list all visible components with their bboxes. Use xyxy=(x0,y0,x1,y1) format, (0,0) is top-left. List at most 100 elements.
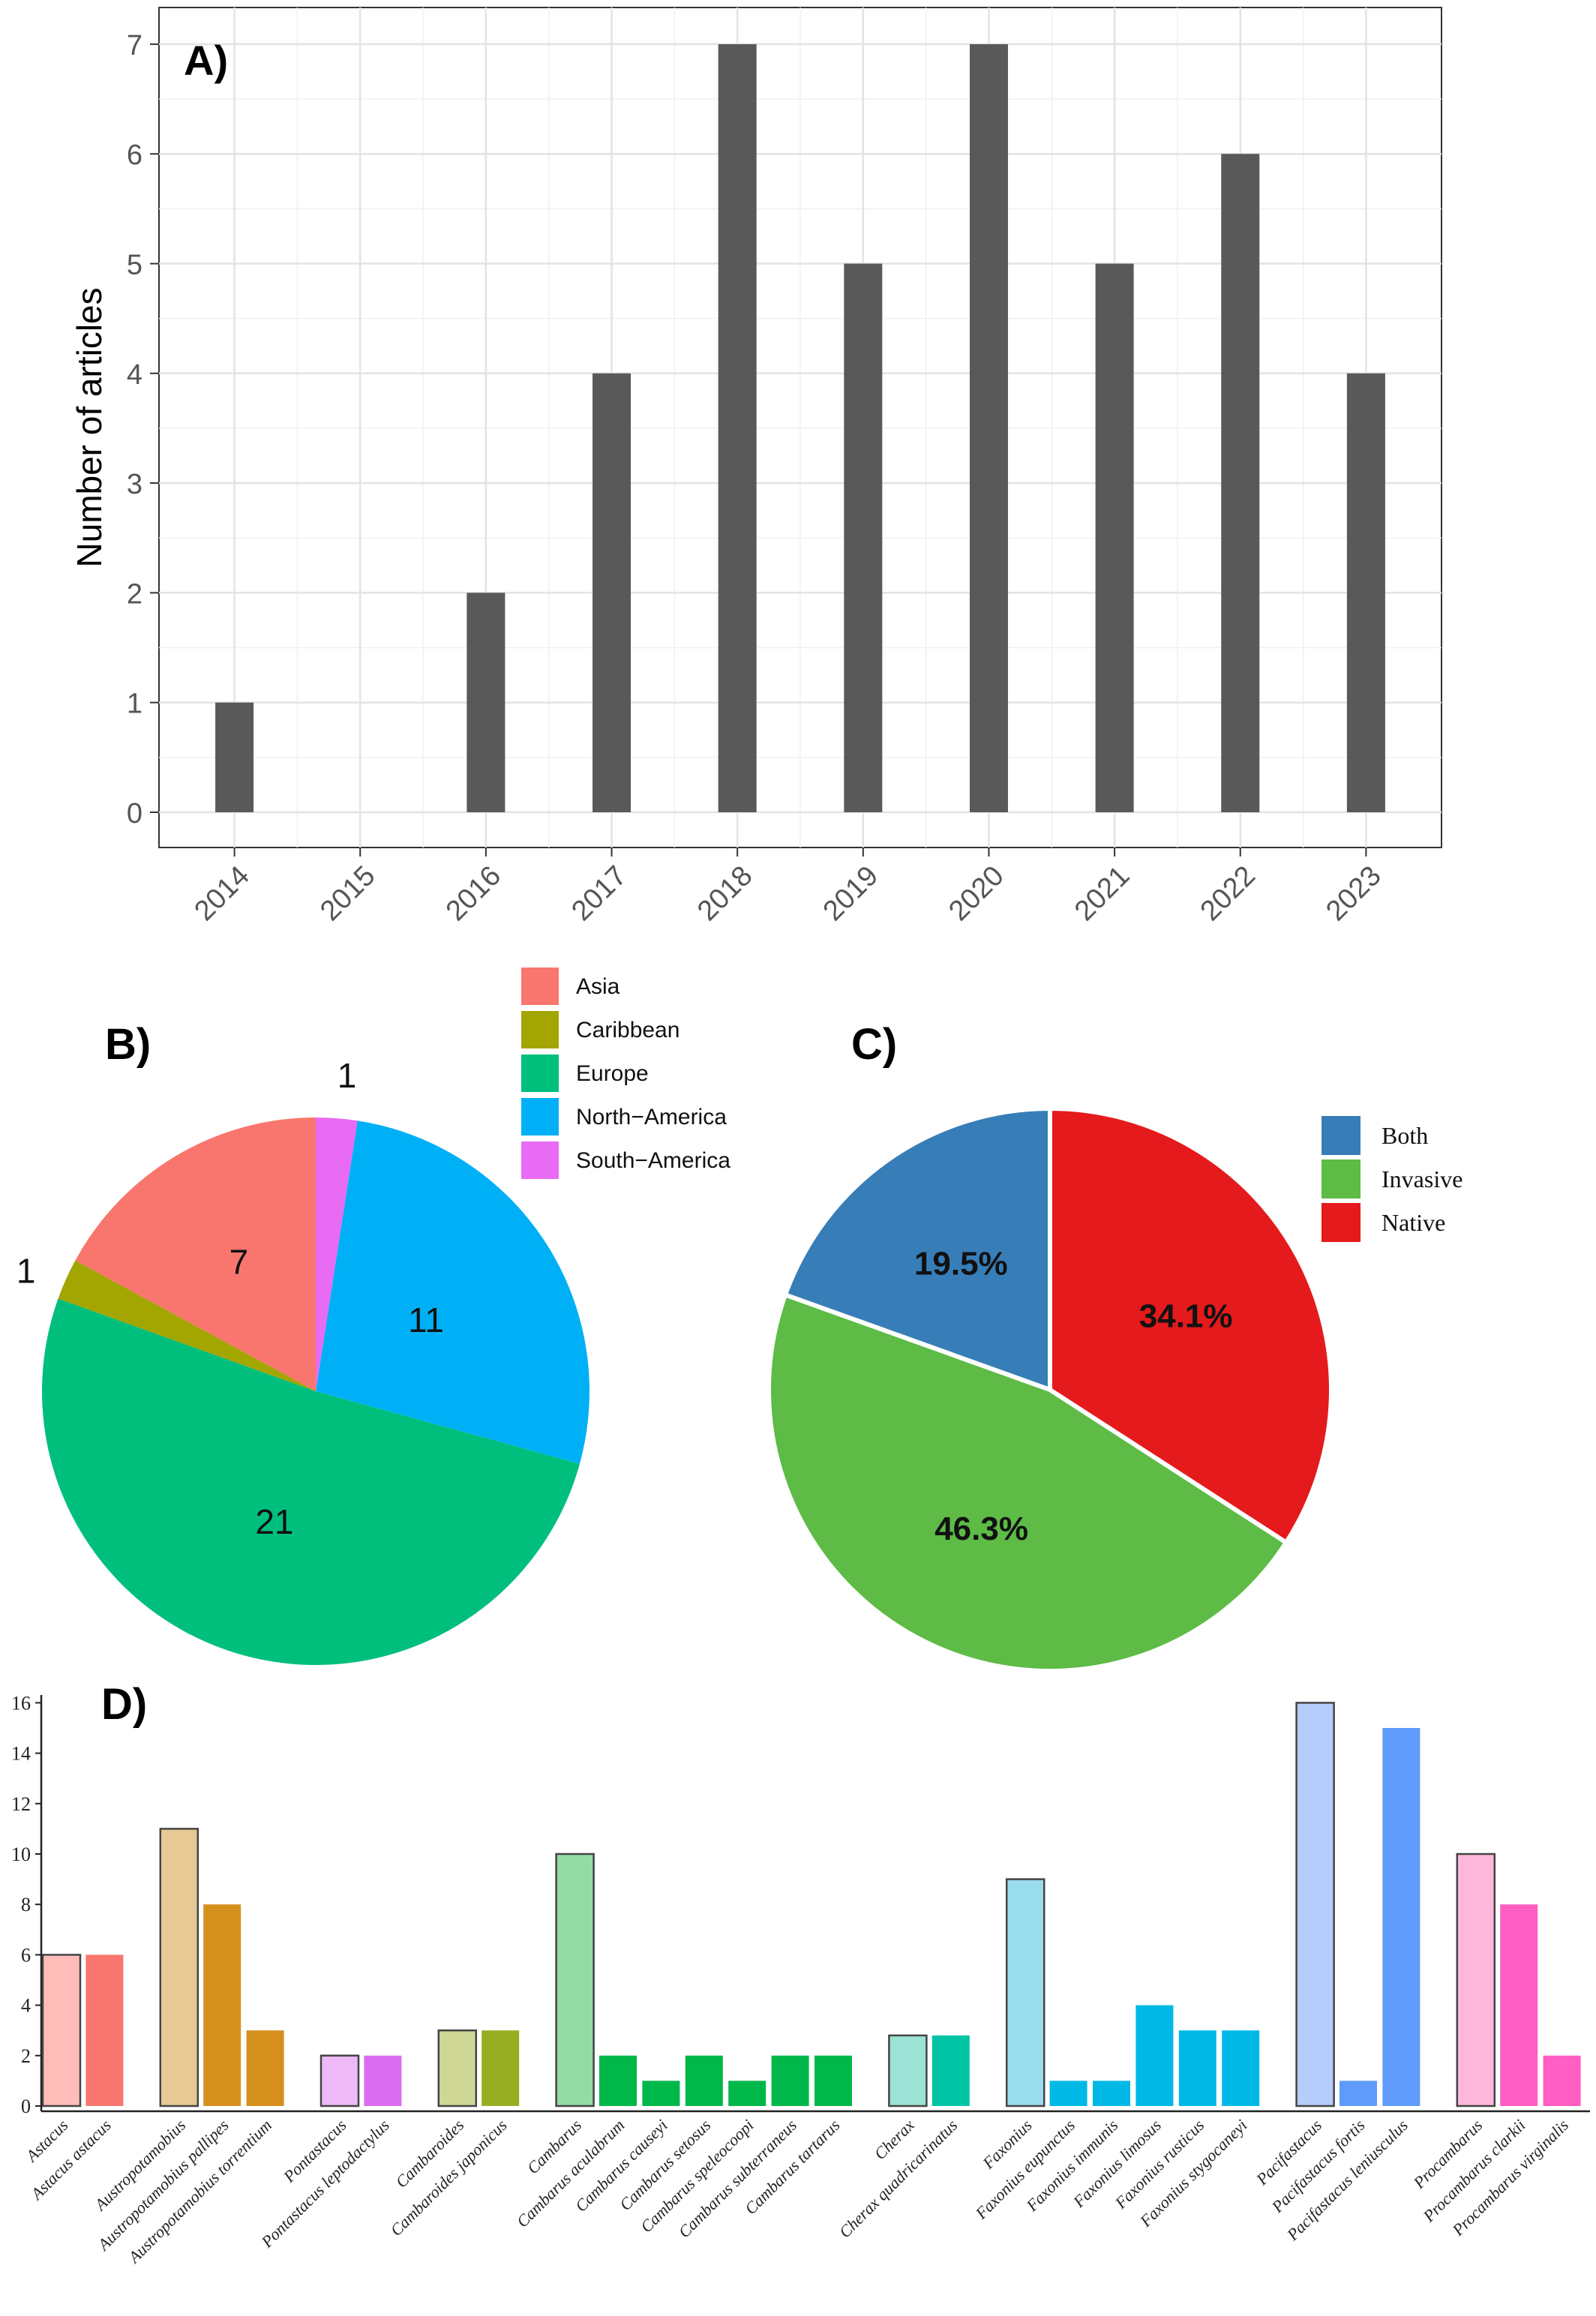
panel-c-slice-percentage: 46.3% xyxy=(934,1510,1028,1547)
panel-a-bar xyxy=(969,44,1008,812)
panel-d-species-bar xyxy=(1340,2080,1377,2106)
panel-d-species-bar xyxy=(86,1954,124,2106)
panel-b-slice-value: 11 xyxy=(408,1300,444,1340)
panel-b-slice-value: 1 xyxy=(16,1251,36,1290)
panel-d-y-tick-label: 6 xyxy=(21,1944,31,1966)
panel-a-y-tick-label: 2 xyxy=(127,578,142,610)
panel-c-slice-percentage: 19.5% xyxy=(914,1245,1008,1282)
panel-d-species-bar xyxy=(599,2055,637,2106)
panel-d-species-bar xyxy=(771,2055,809,2106)
panel-b-legend-label: North−America xyxy=(576,1105,727,1130)
panel-d-species-bar xyxy=(1222,2030,1260,2106)
panel-d-species-bar xyxy=(1136,2005,1174,2106)
panel-a-x-tick-label: 2017 xyxy=(566,860,632,927)
panel-b-legend-label: Europe xyxy=(576,1061,649,1086)
panel-d-species-bar xyxy=(246,2030,284,2106)
panel-a-bar xyxy=(1095,263,1134,812)
panel-d-genus-bar xyxy=(555,1852,595,2108)
panel-d-species-bar xyxy=(1382,1728,1420,2106)
panel-d-genus-bar xyxy=(1005,1878,1046,2108)
panel-d-y-tick-label: 2 xyxy=(21,2045,31,2067)
panel-d-axes xyxy=(40,1695,1590,2113)
panel-b-legend-swatch xyxy=(521,1098,559,1136)
panel-c-pie-chart: 19.5% 46.3% 34.1% Both Invasive Native C) xyxy=(766,1020,1462,1673)
panel-c-label: C) xyxy=(851,1020,897,1069)
panel-c-slice-percentage: 34.1% xyxy=(1139,1298,1233,1334)
panel-c-slice-labels: 19.5% 46.3% 34.1% xyxy=(914,1245,1233,1547)
panel-d-y-tick-label: 0 xyxy=(21,2096,31,2117)
panel-b-legend-label: South−America xyxy=(576,1148,730,1173)
panel-b-legend-swatch xyxy=(521,1054,559,1092)
panel-b-slice-value: 1 xyxy=(338,1056,357,1095)
panel-a-x-tick-label: 2020 xyxy=(943,860,1010,927)
panel-d-species-bar xyxy=(1049,2080,1088,2106)
panel-d-y-tick-label: 8 xyxy=(21,1894,31,1916)
panel-d-genus-bar xyxy=(320,2054,360,2108)
panel-a-bar xyxy=(592,373,632,812)
panel-b-slice xyxy=(75,1118,316,1391)
panel-d-species-bar xyxy=(814,2055,852,2106)
panel-a-x-tick-label: 2019 xyxy=(818,860,884,927)
panel-c-slice xyxy=(766,1292,1288,1673)
panel-b-slices xyxy=(42,1118,590,1665)
panel-b-slice xyxy=(316,1118,358,1391)
panel-a-x-tick-label: 2016 xyxy=(440,860,507,927)
panel-d-species-bar xyxy=(203,1904,242,2106)
panel-a-bar-chart: 0 1 2 3 4 5 6 7 2014 2015 2016 2017 2018 2019 2020 202… xyxy=(70,7,1442,927)
panel-c-legend-label: Invasive xyxy=(1382,1166,1462,1192)
panel-a-y-tick-label: 6 xyxy=(127,140,142,171)
panel-c-legend-swatch xyxy=(1322,1203,1360,1242)
panel-a-x-tick-label: 2015 xyxy=(314,860,381,927)
panel-a-x-ticks: 2014 2015 2016 2017 2018 2019 2020 2021 2022 2023 xyxy=(188,848,1388,927)
panel-a-y-tick-label: 4 xyxy=(127,359,142,391)
panel-b-legend-label: Asia xyxy=(576,974,620,999)
panel-a-y-tick-label: 7 xyxy=(127,30,142,62)
panel-d-species-bar xyxy=(364,2055,402,2106)
panel-d-species-bar xyxy=(1178,2030,1216,2106)
panel-c-legend-swatch xyxy=(1322,1116,1360,1155)
panel-c-slice xyxy=(1048,1106,1334,1545)
panel-a-x-tick-label: 2018 xyxy=(692,860,758,927)
panel-c-legend: Both Invasive Native xyxy=(1322,1116,1462,1242)
panel-a-bar xyxy=(466,592,506,812)
panel-a-x-tick-label: 2021 xyxy=(1069,860,1136,927)
panel-b-slice xyxy=(42,1298,580,1665)
panel-d-species-bar xyxy=(685,2055,723,2106)
panel-a-x-tick-label: 2014 xyxy=(188,860,255,927)
panel-a-y-tick-label: 5 xyxy=(127,250,142,281)
panel-d-y-tick-label: 12 xyxy=(11,1793,31,1815)
panel-a-bar xyxy=(718,44,757,812)
panel-d-bars xyxy=(41,1702,1581,2108)
panel-a-x-tick-label: 2022 xyxy=(1195,860,1262,927)
panel-b-slice xyxy=(58,1260,316,1391)
panel-a-bar xyxy=(215,702,254,812)
panel-d-genus-bar xyxy=(1456,1852,1496,2108)
panel-d-species-bar xyxy=(1500,1904,1538,2106)
panel-a-label: A) xyxy=(184,37,228,84)
panel-a-y-ticks: 0 1 2 3 4 5 6 7 xyxy=(127,30,159,830)
panel-c-slices xyxy=(766,1106,1334,1673)
panel-a-bar xyxy=(844,263,883,812)
panel-b-legend-label: Caribbean xyxy=(576,1018,680,1042)
panel-d-genus-bar xyxy=(1295,1702,1335,2108)
panel-a-bar xyxy=(1221,154,1260,812)
panel-d-y-tick-label: 16 xyxy=(11,1692,31,1714)
panel-a-y-tick-label: 1 xyxy=(127,688,142,720)
panel-d-genus-bar xyxy=(437,2029,478,2108)
panel-b-legend-swatch xyxy=(521,1011,559,1048)
panel-a-bars xyxy=(215,44,1385,812)
panel-b-slice xyxy=(316,1120,590,1464)
panel-d-label: D) xyxy=(101,1680,147,1729)
panel-d-genus-bar xyxy=(888,2034,928,2108)
panel-c-slice xyxy=(783,1106,1052,1392)
panel-b-legend-swatch xyxy=(521,1142,559,1179)
panel-d-y-tick-label: 4 xyxy=(21,1995,31,2017)
panel-d-genus-bar xyxy=(159,1828,200,2108)
panel-a-y-tick-label: 3 xyxy=(127,469,142,500)
panel-a-x-tick-label: 2023 xyxy=(1320,860,1387,927)
